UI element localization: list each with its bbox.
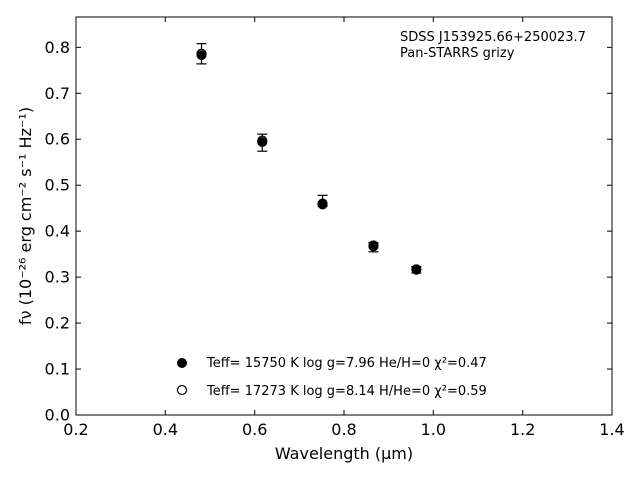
model-point-filled [368,241,379,252]
y-axis-label: fν (10⁻²⁶ erg cm⁻² s⁻¹ Hz⁻¹) [16,107,35,325]
y-tick-label: 0.1 [45,360,70,379]
legend-label-2: Teff= 17273 K log g=8.14 H/He=0 χ²=0.59 [206,384,487,399]
annotation-survey: Pan-STARRS grizy [400,46,515,61]
model-point-filled [257,137,268,148]
y-tick-label: 0.8 [45,38,70,57]
data-points [196,43,422,275]
x-axis-label: Wavelength (μm) [275,444,413,463]
plot-area [75,16,613,416]
y-tick-label: 0.6 [45,130,70,149]
x-tick-label: 0.8 [331,420,356,439]
annotation-object-name: SDSS J153925.66+250023.7 [400,30,586,45]
y-tick-label: 0.3 [45,268,70,287]
axis-ticks: 0.2 0.4 0.6 0.8 1.0 1.2 1.4 0.0 0.1 0.2 0.3 0.4 0.5 0… [45,17,625,439]
x-tick-label: 1.0 [421,420,446,439]
x-tick-label: 0.2 [63,420,88,439]
y-tick-label: 0.4 [45,222,70,241]
x-tick-label: 0.4 [153,420,178,439]
legend-label-1: Teff= 15750 K log g=7.96 He/H=0 χ²=0.47 [206,356,487,371]
y-tick-label: 0.0 [45,406,70,425]
legend-marker-filled [177,358,187,368]
y-tick-label: 0.2 [45,314,70,333]
legend-marker-open [176,384,188,396]
x-tick-label: 1.2 [510,420,535,439]
x-tick-label: 1.4 [599,420,624,439]
legend: Teff= 15750 K log g=7.96 He/H=0 χ²=0.47 … [176,356,487,399]
y-tick-label: 0.5 [45,176,70,195]
y-tick-label: 0.7 [45,84,70,103]
model-point-filled [411,264,422,275]
model-point-filled [196,50,207,61]
x-tick-label: 0.6 [242,420,267,439]
model-point-filled [317,199,328,210]
